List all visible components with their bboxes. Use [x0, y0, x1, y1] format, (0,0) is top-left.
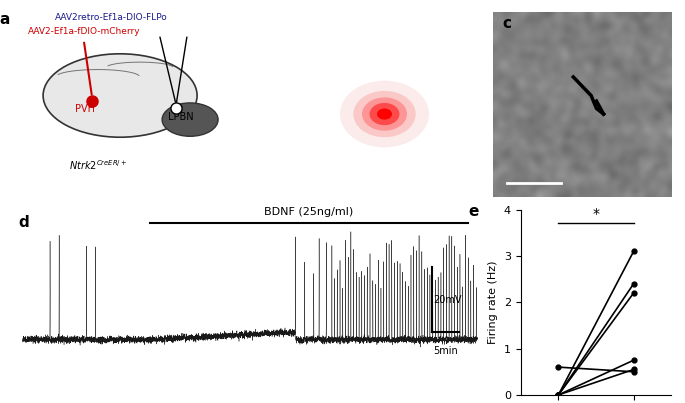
Text: AAV2retro-Ef1a-DIO-FLPo: AAV2retro-Ef1a-DIO-FLPo — [55, 12, 168, 21]
Text: $\it{Ntrk2}$$^{CreER/+}$: $\it{Ntrk2}$$^{CreER/+}$ — [68, 158, 127, 172]
Ellipse shape — [362, 98, 407, 131]
Ellipse shape — [353, 91, 416, 137]
Text: c: c — [502, 16, 511, 31]
Ellipse shape — [162, 103, 218, 136]
Text: e: e — [468, 204, 478, 219]
Text: *: * — [593, 207, 599, 221]
Text: AAV2-Ef1a-fDIO-mCherry: AAV2-Ef1a-fDIO-mCherry — [27, 27, 140, 36]
Text: d: d — [18, 215, 29, 230]
Ellipse shape — [369, 103, 399, 125]
Text: b: b — [313, 21, 324, 36]
Text: 5min: 5min — [433, 345, 458, 355]
Text: PVH: PVH — [75, 104, 95, 114]
Ellipse shape — [43, 54, 197, 137]
Ellipse shape — [340, 81, 429, 147]
Text: BDNF (25ng/ml): BDNF (25ng/ml) — [264, 207, 353, 217]
Y-axis label: Firing rate (Hz): Firing rate (Hz) — [488, 260, 499, 344]
Text: 20mV: 20mV — [434, 295, 462, 305]
Text: LPBN: LPBN — [168, 112, 193, 122]
Text: a: a — [0, 12, 10, 27]
Ellipse shape — [377, 108, 392, 120]
